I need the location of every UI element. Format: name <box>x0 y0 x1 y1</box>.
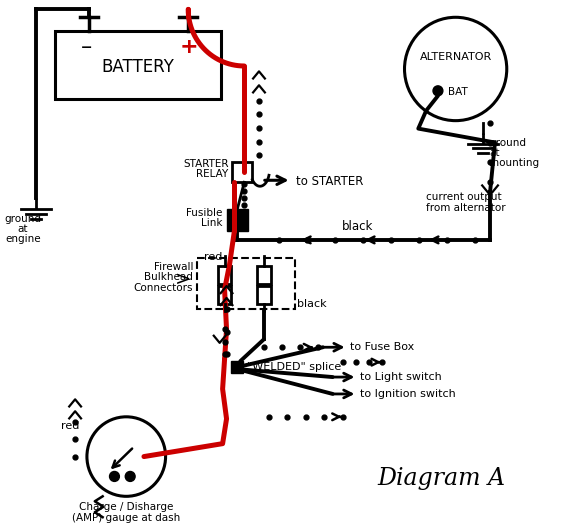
Circle shape <box>125 471 135 481</box>
Text: to Light switch: to Light switch <box>360 372 442 382</box>
Bar <box>232 361 243 373</box>
Bar <box>218 266 232 284</box>
Text: from alternator: from alternator <box>426 203 506 213</box>
Circle shape <box>433 86 443 96</box>
Circle shape <box>109 471 119 481</box>
Text: "WELDED" splice: "WELDED" splice <box>247 362 342 372</box>
Text: engine: engine <box>5 234 41 244</box>
Text: at: at <box>489 149 499 159</box>
Text: (AMP) gauge at dash: (AMP) gauge at dash <box>72 513 180 523</box>
Text: Diagram A: Diagram A <box>377 467 505 490</box>
Text: ground: ground <box>489 139 526 149</box>
Text: RELAY: RELAY <box>196 169 229 180</box>
Text: Charge / Disharge: Charge / Disharge <box>79 502 173 512</box>
Bar <box>257 286 271 303</box>
Bar <box>197 258 295 309</box>
Text: at: at <box>18 224 28 234</box>
Text: Firewall: Firewall <box>154 262 193 272</box>
Text: black: black <box>297 299 327 310</box>
Text: to Fuse Box: to Fuse Box <box>350 342 415 352</box>
Text: ground: ground <box>5 214 41 224</box>
Text: current output: current output <box>426 192 502 202</box>
Text: Connectors: Connectors <box>134 282 193 292</box>
Text: to STARTER: to STARTER <box>297 175 363 188</box>
Text: +: + <box>180 37 199 57</box>
Text: STARTER: STARTER <box>183 160 229 170</box>
Text: red: red <box>60 421 79 430</box>
Bar <box>55 31 221 99</box>
Bar <box>257 266 271 284</box>
Text: black: black <box>342 220 373 233</box>
Text: mounting: mounting <box>489 159 539 169</box>
Bar <box>226 209 248 231</box>
Text: Fusible: Fusible <box>186 208 222 218</box>
Bar <box>218 286 232 303</box>
Text: Bulkhead: Bulkhead <box>144 271 193 281</box>
Text: Link: Link <box>201 218 222 228</box>
Bar <box>233 162 252 182</box>
Text: –: – <box>81 37 93 57</box>
Text: ALTERNATOR: ALTERNATOR <box>419 52 492 62</box>
Text: red: red <box>204 252 222 262</box>
Text: BAT: BAT <box>448 87 468 97</box>
Text: to Ignition switch: to Ignition switch <box>360 389 456 399</box>
Text: >: > <box>175 270 191 289</box>
Text: BATTERY: BATTERY <box>101 58 175 76</box>
